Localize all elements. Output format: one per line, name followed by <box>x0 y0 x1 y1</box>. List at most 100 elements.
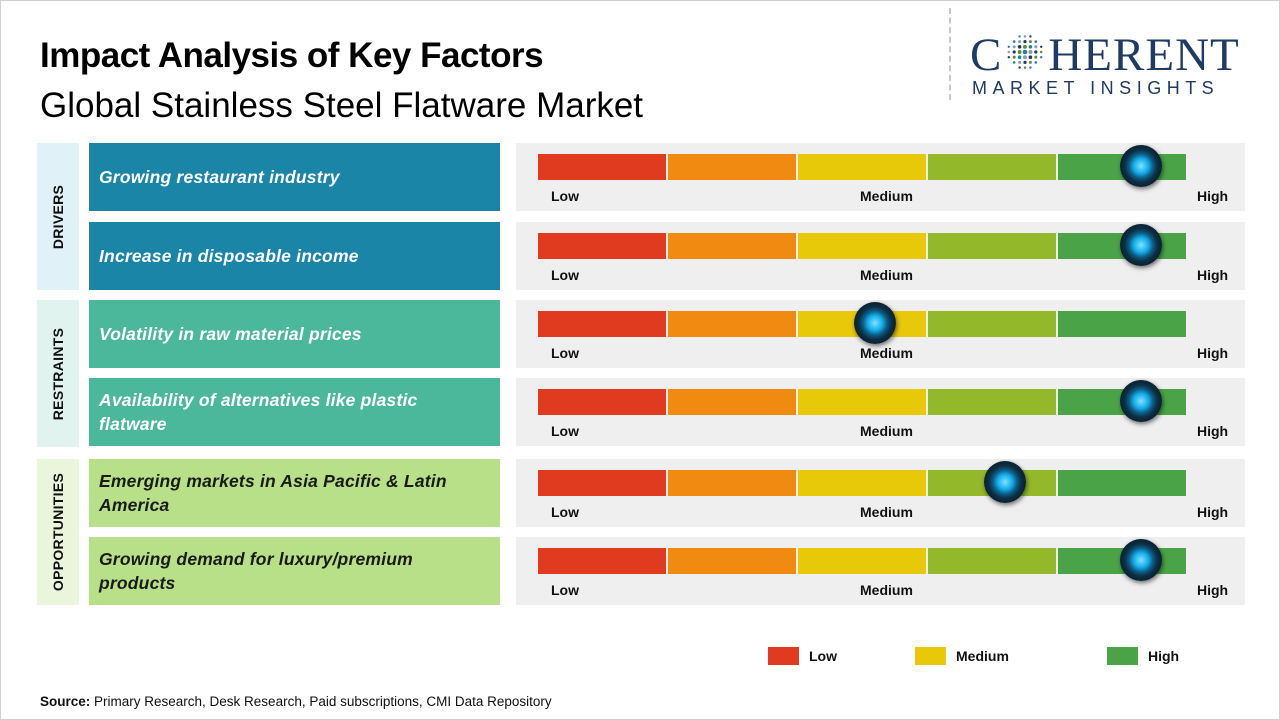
header-divider <box>949 8 951 100</box>
category-label: OPPORTUNITIES <box>50 472 66 592</box>
scale-label-high: High <box>1197 504 1229 520</box>
logo-dot <box>1018 35 1022 38</box>
logo-dot <box>1034 50 1038 54</box>
legend-label: Low <box>809 648 837 664</box>
impact-gauge: Low Medium High <box>516 537 1245 605</box>
logo-dot <box>1028 50 1033 54</box>
scale-segment-low <box>538 548 668 574</box>
legend-item-medium: Medium <box>915 647 1009 665</box>
logo-dot <box>1023 49 1028 55</box>
scale-segment-low-medium <box>668 389 798 415</box>
scale-segment-medium-high <box>928 154 1058 180</box>
source-text: Primary Research, Desk Research, Paid su… <box>90 694 552 709</box>
scale-segment-low <box>538 311 668 337</box>
impact-scale-bar <box>538 548 1186 574</box>
scale-segment-medium <box>798 389 928 415</box>
impact-scale-bar <box>538 154 1186 180</box>
factor-box: Emerging markets in Asia Pacific & Latin… <box>89 459 500 527</box>
logo-dot <box>1040 45 1043 48</box>
logo-dot <box>1013 55 1017 59</box>
logo-dot <box>1018 60 1022 64</box>
impact-marker-knob <box>1119 145 1162 187</box>
scale-label-low: Low <box>551 267 579 283</box>
scale-segment-low-medium <box>668 233 798 259</box>
scale-label-high: High <box>1197 267 1229 283</box>
logo-letters: HERENT <box>1048 29 1240 81</box>
scale-segment-low <box>538 389 668 415</box>
impact-gauge: Low Medium High <box>516 222 1245 290</box>
impact-marker-knob <box>853 302 896 344</box>
legend-swatch <box>915 647 946 665</box>
logo-dot <box>1040 56 1043 59</box>
logo-dot <box>1034 55 1038 59</box>
scale-segment-low-medium <box>668 548 798 574</box>
scale-label-high: High <box>1197 582 1229 598</box>
scale-segment-medium-high <box>928 389 1058 415</box>
logo-dot <box>1028 55 1033 60</box>
legend-swatch <box>768 647 799 665</box>
scale-label-low: Low <box>551 504 579 520</box>
impact-scale-bar <box>538 389 1186 415</box>
scale-label-medium: Medium <box>860 504 913 520</box>
scale-segment-high <box>1058 311 1186 337</box>
scale-label-medium: Medium <box>860 188 913 204</box>
logo-dot <box>1018 50 1022 54</box>
chart-title: Impact Analysis of Key Factors <box>40 36 544 75</box>
scale-label-medium: Medium <box>860 582 913 598</box>
logo-dot <box>1028 44 1033 49</box>
legend-label: Medium <box>956 648 1009 664</box>
logo-dot <box>1007 45 1011 48</box>
scale-label-low: Low <box>551 188 579 204</box>
logo-dot <box>1007 50 1011 54</box>
logo-dot <box>1018 66 1022 69</box>
logo-dot <box>1029 60 1033 64</box>
source-note: Source: Primary Research, Desk Research,… <box>40 694 552 709</box>
category-label: RESTRAINTS <box>50 327 66 420</box>
impact-gauge: Low Medium High <box>516 143 1245 211</box>
logo-dot <box>1029 35 1032 38</box>
scale-label-high: High <box>1197 423 1229 439</box>
impact-marker-knob <box>1119 224 1162 266</box>
impact-marker-knob <box>983 461 1026 503</box>
logo-dot <box>1029 66 1032 69</box>
scale-segment-low-medium <box>668 154 798 180</box>
category-label: DRIVERS <box>50 184 66 249</box>
scale-label-low: Low <box>551 582 579 598</box>
source-label: Source: <box>40 694 91 709</box>
scale-segment-low-medium <box>668 311 798 337</box>
factor-label: Emerging markets in Asia Pacific & Latin… <box>99 471 447 515</box>
legend-swatch <box>1107 647 1138 665</box>
scale-label-medium: Medium <box>860 267 913 283</box>
scale-segment-high <box>1058 470 1186 496</box>
legend-item-high: High <box>1107 647 1179 665</box>
logo-tagline: MARKET INSIGHTS <box>972 78 1220 98</box>
factor-box: Volatility in raw material prices <box>89 300 500 368</box>
scale-segment-medium <box>798 470 928 496</box>
factor-box: Availability of alternatives like plasti… <box>89 378 500 446</box>
scale-segment-low-medium <box>668 470 798 496</box>
logo-dot <box>1023 40 1027 44</box>
logo-dot <box>1023 44 1028 49</box>
factor-box: Growing restaurant industry <box>89 143 500 211</box>
logo-dot <box>1013 45 1017 49</box>
logo-dot <box>1018 44 1022 49</box>
factor-box: Growing demand for luxury/premium produc… <box>89 537 500 605</box>
logo-letter-c: C <box>970 29 1003 81</box>
category-drivers: DRIVERS <box>37 143 79 290</box>
scale-segment-medium-high <box>928 233 1058 259</box>
coherent-logo: C HERENT MARKET INSIGHTS <box>966 28 1266 108</box>
impact-marker-knob <box>1119 539 1162 581</box>
scale-label-low: Low <box>551 345 579 361</box>
logo-dot-globe-icon <box>1002 30 1048 70</box>
factor-label: Availability of alternatives like plasti… <box>99 390 418 434</box>
category-opportunities: OPPORTUNITIES <box>37 459 79 605</box>
chart-subtitle: Global Stainless Steel Flatware Market <box>40 86 644 125</box>
logo-dot <box>1034 40 1038 43</box>
logo-dot <box>1029 40 1033 44</box>
impact-scale-bar <box>538 470 1186 496</box>
scale-label-high: High <box>1197 188 1229 204</box>
factor-label: Growing demand for luxury/premium produc… <box>99 549 413 593</box>
logo-dot <box>1034 45 1038 49</box>
scale-segment-medium-high <box>928 548 1058 574</box>
legend-label: High <box>1148 648 1180 664</box>
